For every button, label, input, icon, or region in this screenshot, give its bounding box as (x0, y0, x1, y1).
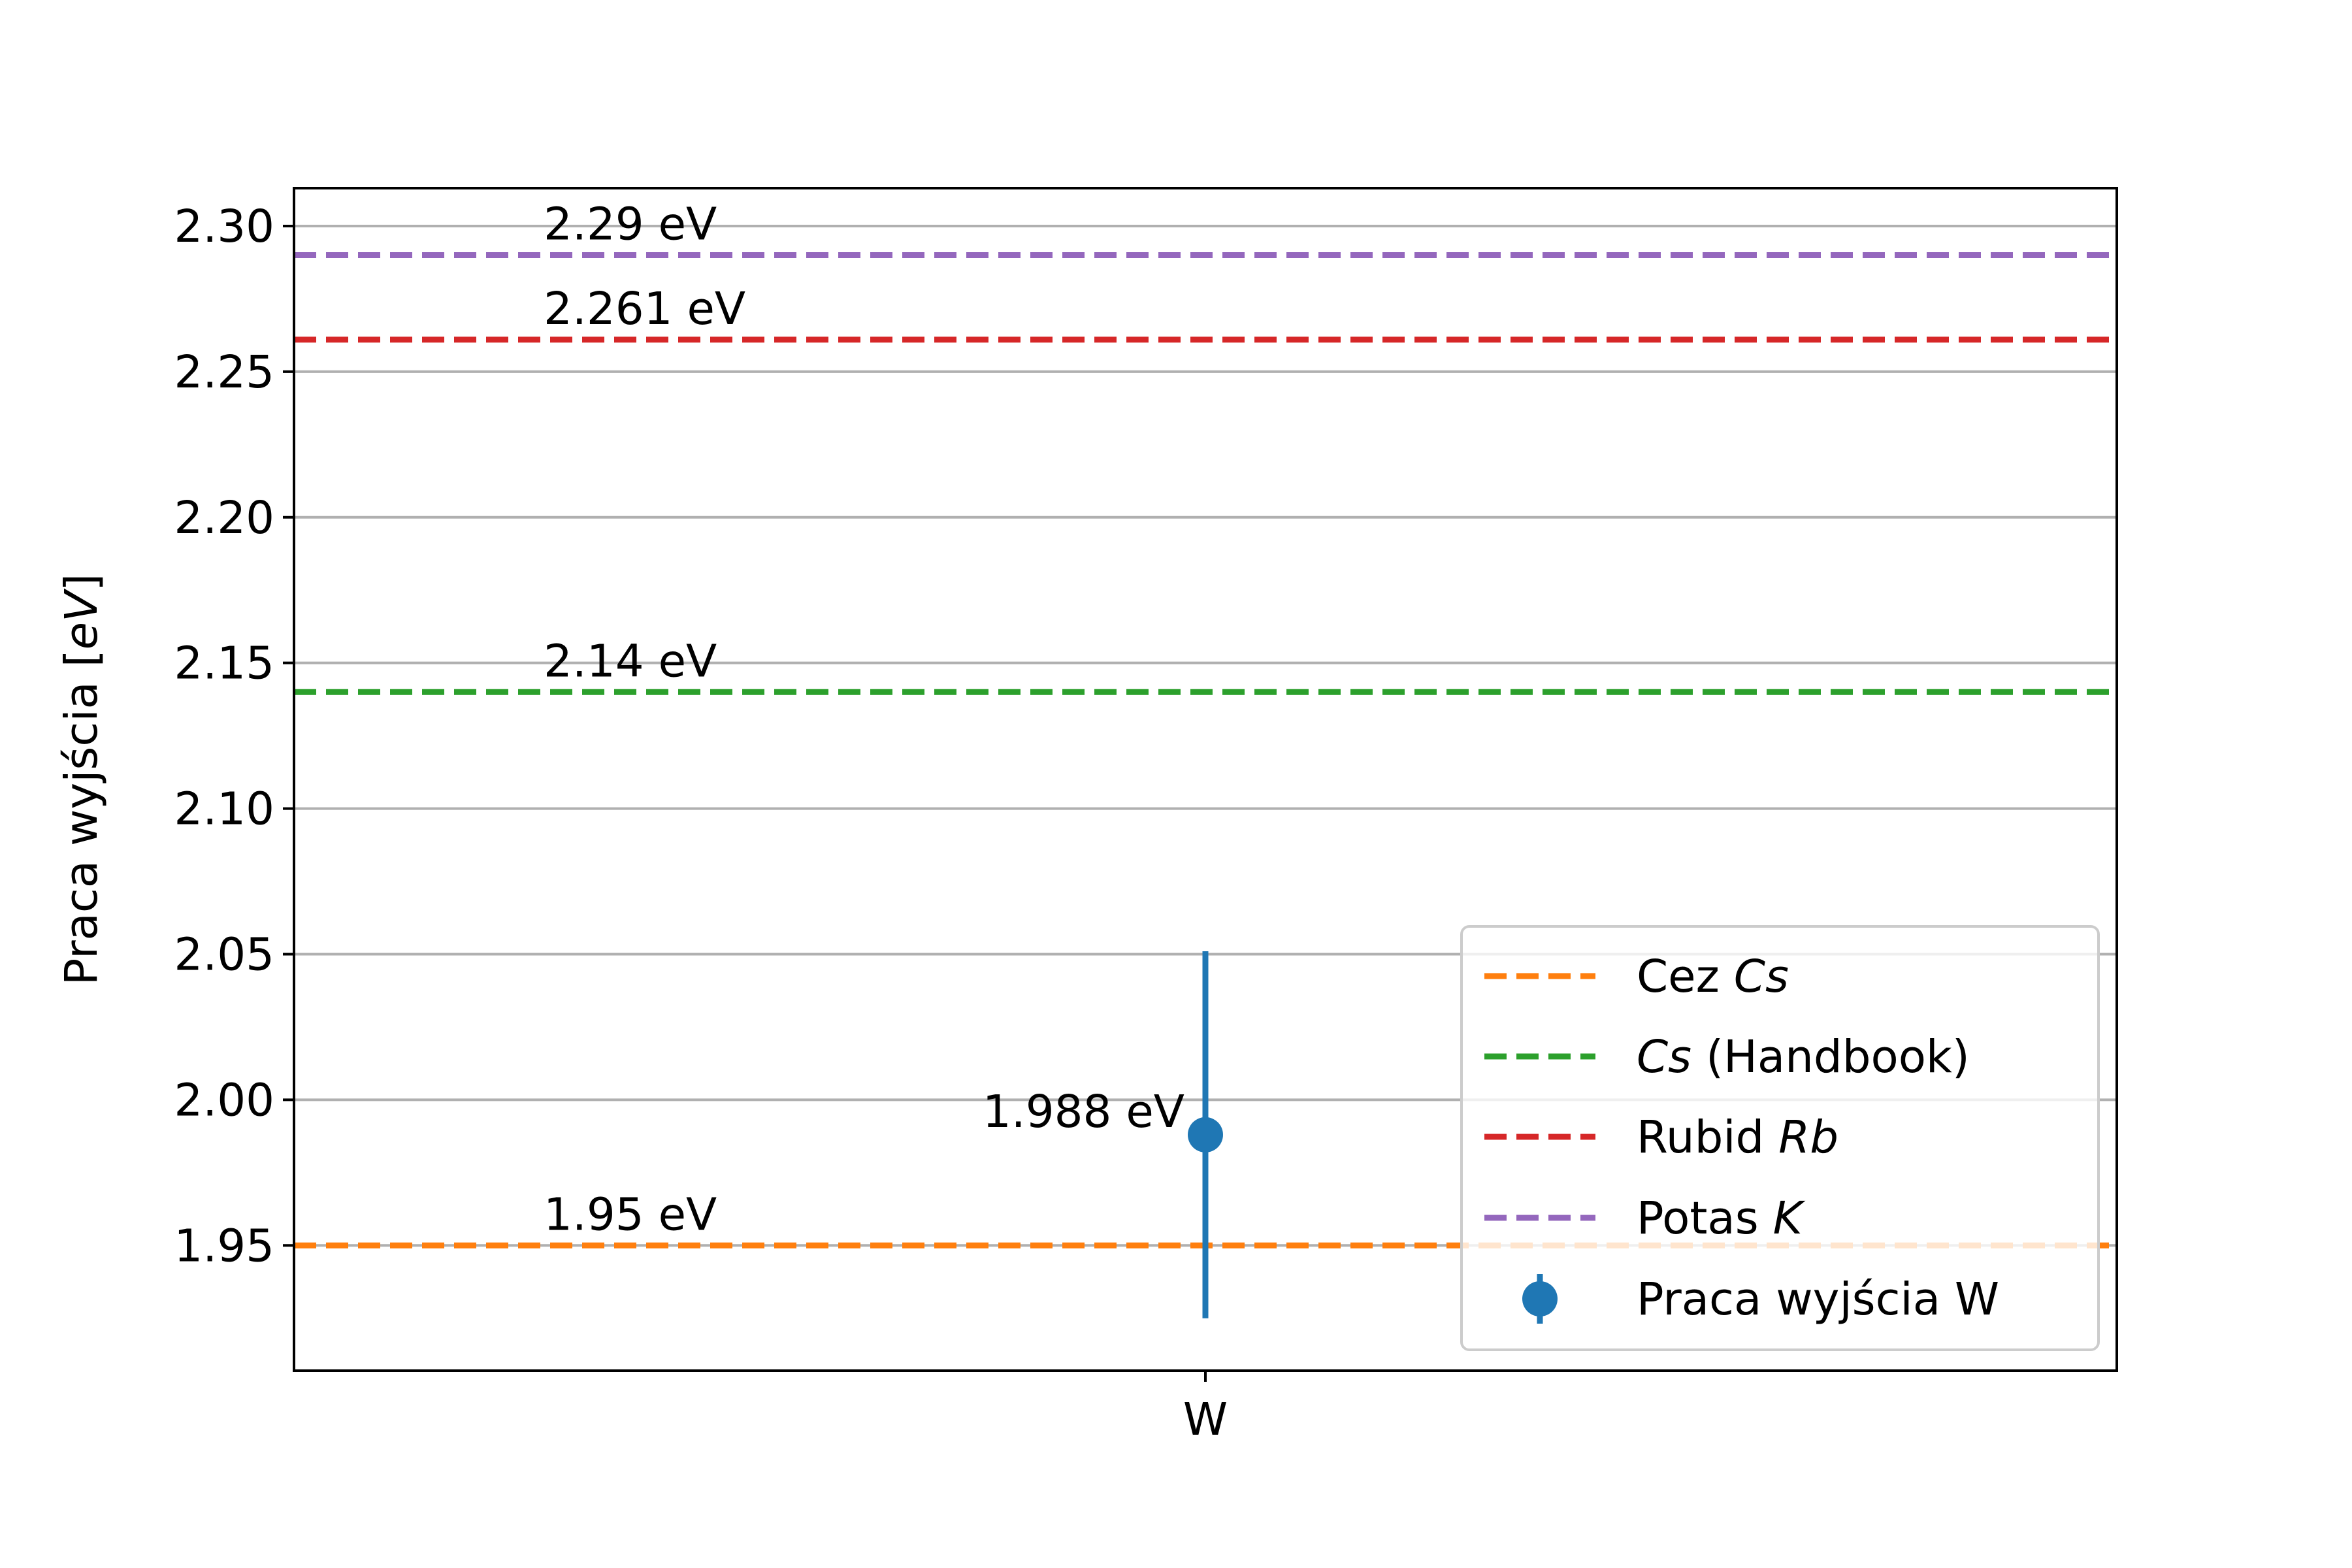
legend-entry: Cs (Handbook) (1637, 1031, 1970, 1083)
data-point-label: 1.988 eV (983, 1086, 1184, 1138)
legend-entry: Cez Cs (1637, 951, 1789, 1003)
legend-entry: Praca wyjścia W (1637, 1273, 1999, 1326)
legend: Cez Cs Cs (Handbook) Rubid Rb Potas K Praca … (1460, 925, 2100, 1351)
legend-entry: Rubid Rb (1637, 1111, 1838, 1164)
y-tick-label: 2.15 (174, 638, 274, 690)
legend-entry: Potas K (1637, 1192, 1806, 1245)
y-tick-label: 2.10 (174, 783, 274, 836)
y-tick-label: 2.25 (174, 346, 274, 399)
reference-line-label: 1.95 eV (544, 1188, 717, 1241)
x-axis: W (1183, 1371, 1228, 1446)
y-axis-label: Praca wyjścia [eV] (56, 574, 108, 985)
y-tick-label: 2.20 (174, 492, 274, 544)
reference-line-label: 2.14 eV (544, 635, 717, 687)
y-tick-label: 2.00 (174, 1074, 274, 1126)
data-points (1188, 951, 1223, 1318)
reference-line-label: 2.29 eV (544, 199, 717, 251)
y-tick-label: 2.30 (174, 201, 274, 253)
annotations: 1.95 eV 2.14 eV 2.261 eV 2.29 eV 1.988 eV (544, 199, 1184, 1241)
y-tick-label: 2.05 (174, 928, 274, 981)
reference-line-label: 2.261 eV (544, 283, 745, 335)
y-axis: 1.95 2.00 2.05 2.10 2.15 2.20 2.25 2.30 (174, 201, 294, 1272)
legend-swatch-marker (1522, 1281, 1558, 1316)
data-point (1188, 1117, 1223, 1152)
x-tick-label: W (1183, 1394, 1228, 1446)
y-tick-label: 1.95 (174, 1220, 274, 1272)
legend-box (1460, 925, 2100, 1351)
